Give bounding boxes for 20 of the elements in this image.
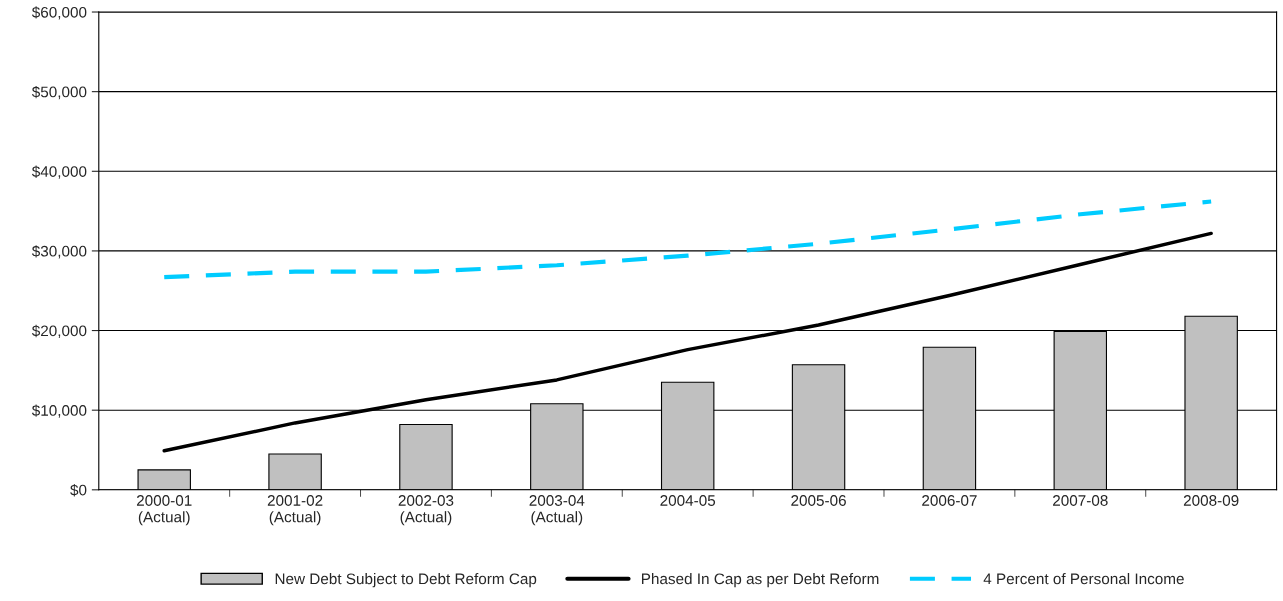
x-tick-label: 2008-09 [1183, 495, 1239, 506]
y-tick-label: $0 [70, 484, 87, 497]
y-tick-label: $20,000 [31, 324, 87, 339]
x-tick-label: 2001-02 (Actual) [267, 495, 323, 526]
y-tick-label: $60,000 [31, 6, 87, 20]
y-tick-label: $30,000 [31, 245, 87, 259]
line-series [162, 199, 1214, 280]
x-tick-label: 2006-07 [922, 495, 977, 506]
y-tick-label: $10,000 [31, 404, 87, 418]
y-tick-label: $40,000 [31, 165, 87, 179]
y-tick-label: $50,000 [31, 85, 87, 100]
legend-label: Phased In Cap as per Debt Reform [641, 573, 879, 588]
x-tick-label: 2003-04 (Actual) [529, 495, 585, 526]
legend-label: 4 Percent of Personal Income [983, 573, 1184, 585]
x-tick-label: 2007-08 [1053, 495, 1108, 506]
legend-label: New Debt Subject to Debt Reform Cap [275, 573, 537, 588]
x-tick-label: 2005-06 [791, 495, 846, 506]
x-tick-label: 2002-03 (Actual) [398, 495, 454, 526]
x-tick-label: 2004-05 [660, 495, 716, 506]
x-tick-label: 2000-01 (Actual) [136, 495, 192, 526]
